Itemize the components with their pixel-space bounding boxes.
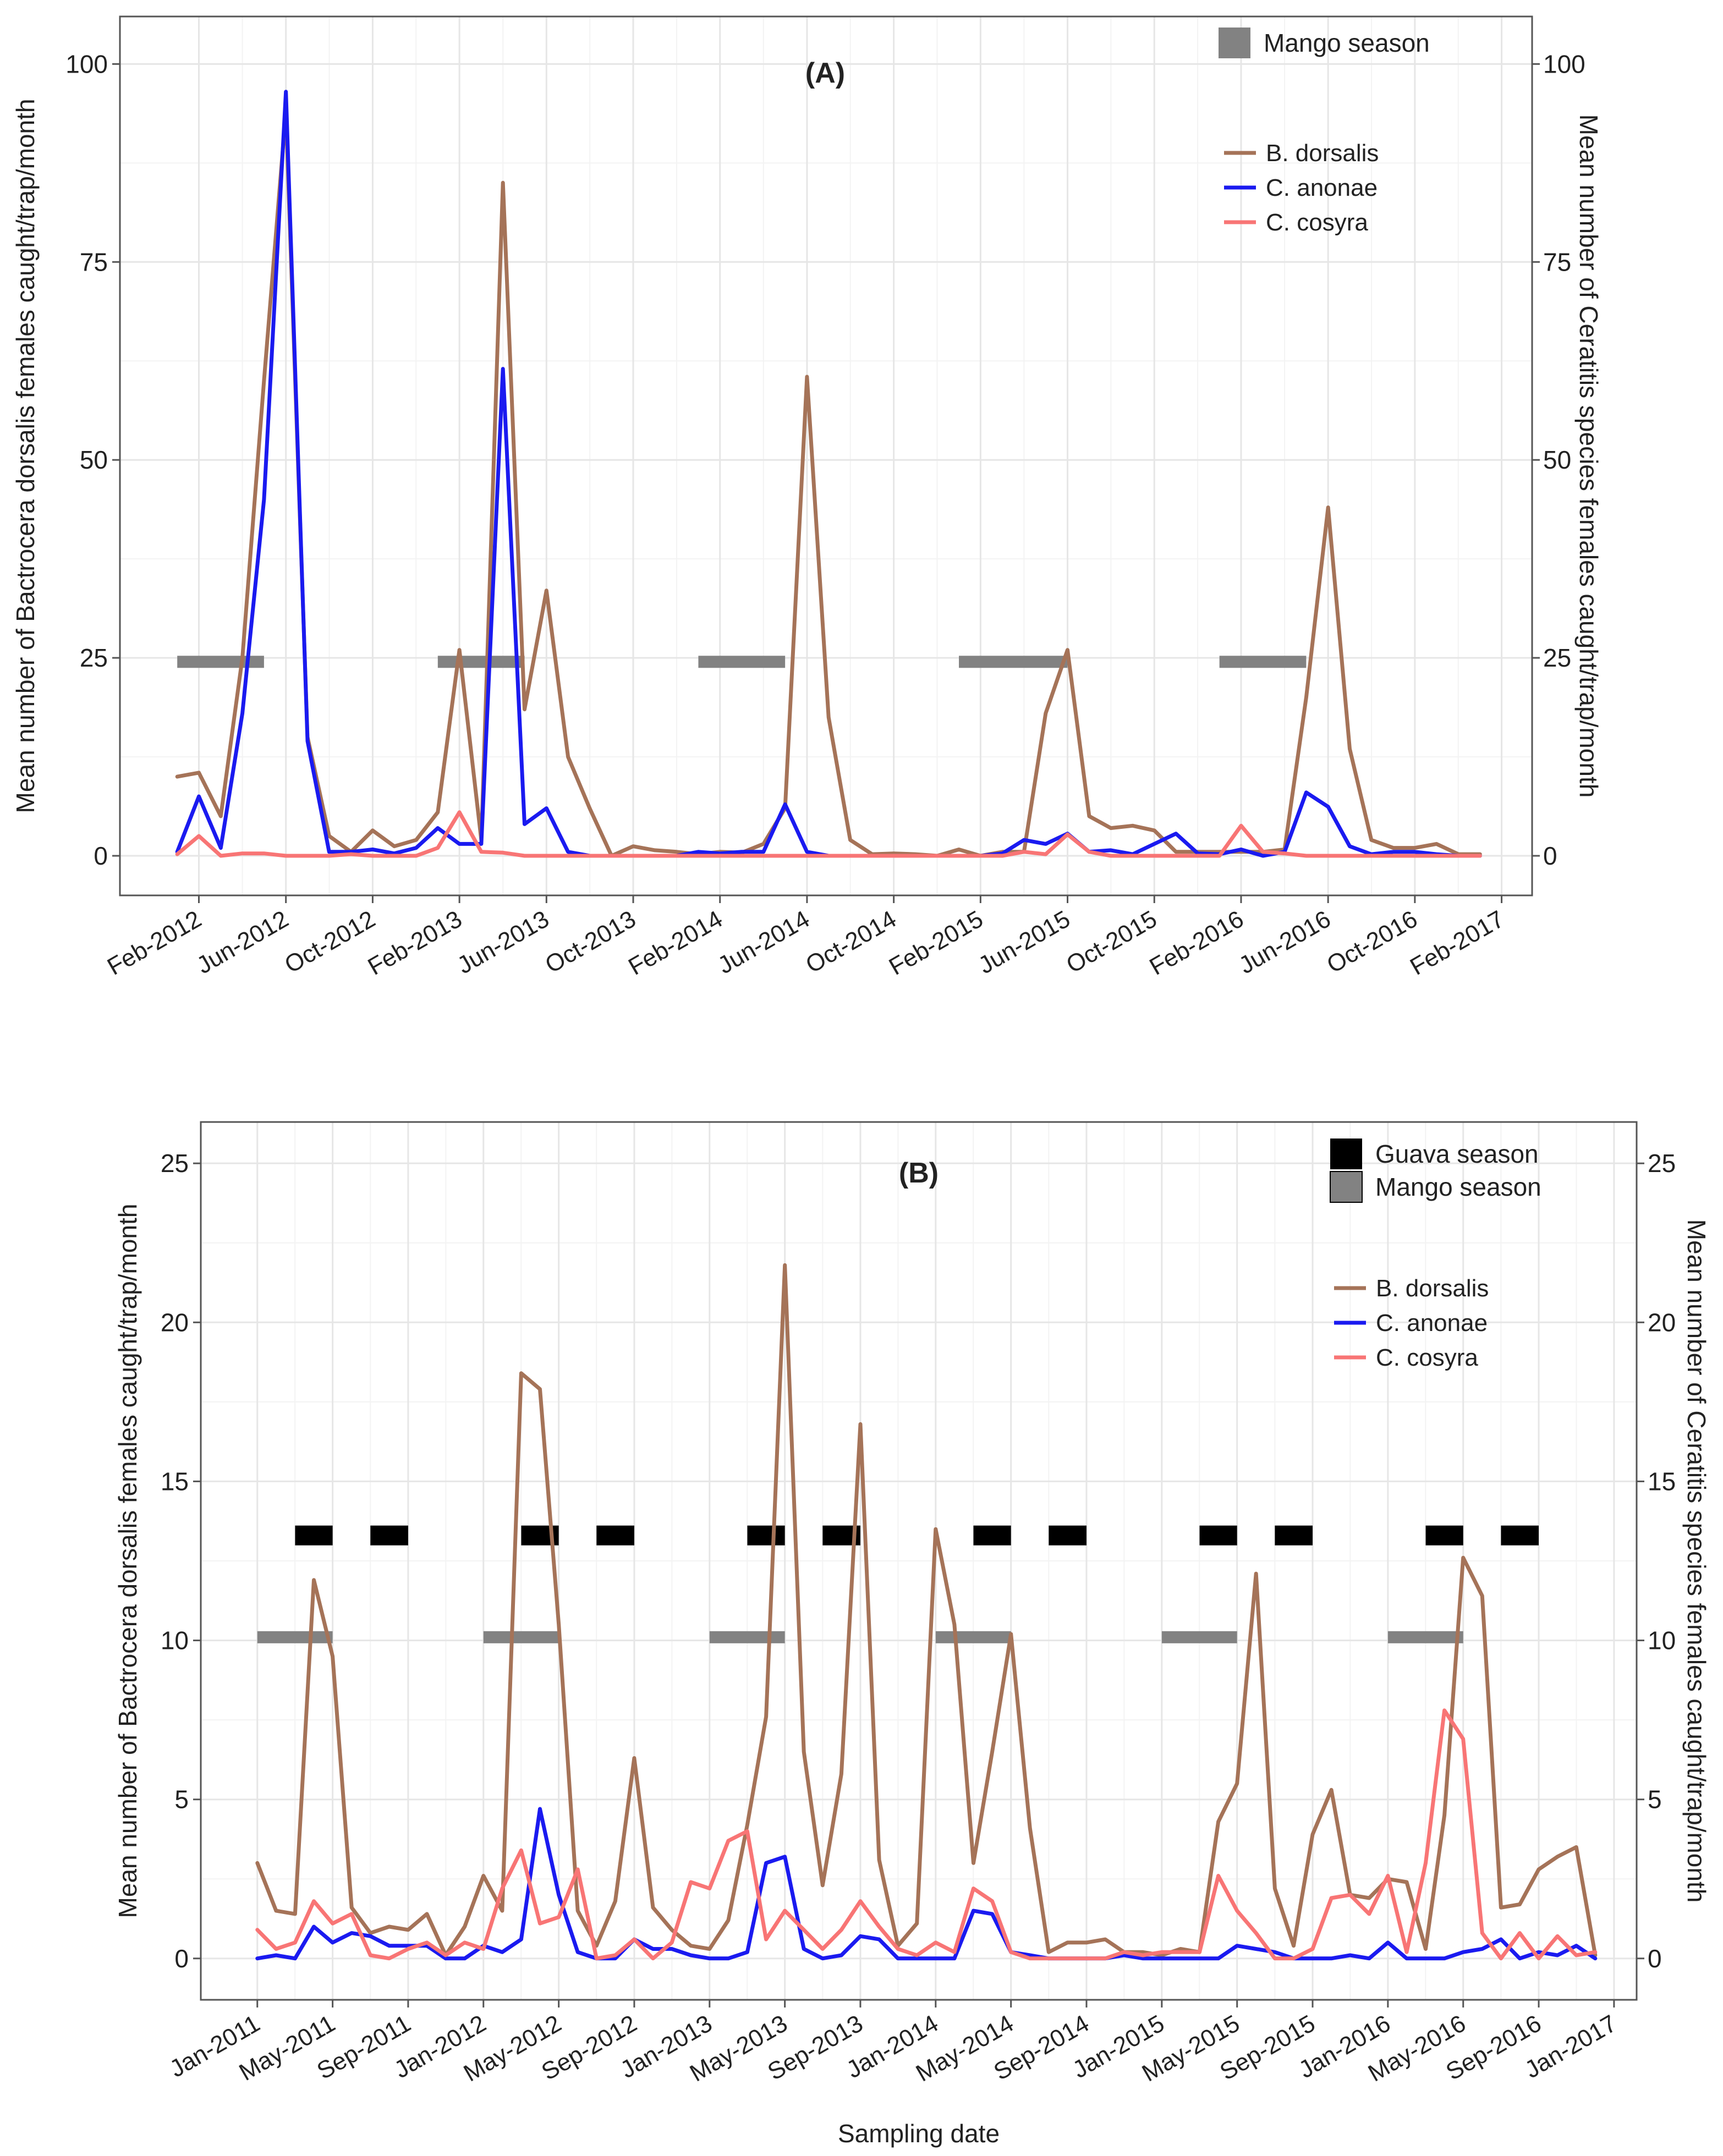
- panel-a-y-tick-label-left: 75: [80, 248, 108, 276]
- panel-b-mango-season-bar-1: [483, 1631, 559, 1643]
- panel-a-label: (A): [805, 57, 845, 89]
- panel-b-guava-season-bar-13: [1049, 1525, 1087, 1546]
- panel-a-y-tick-label-right: 25: [1543, 644, 1571, 672]
- panel-b-y-tick-label-left: 0: [174, 1944, 189, 1973]
- panel-a-y-tick-label-right: 0: [1543, 842, 1557, 870]
- panel-b-legend-mango-key: [1330, 1171, 1363, 1203]
- panel-b-mango-season-bar-2: [709, 1631, 785, 1643]
- panel-a-mango-season-bar-3: [959, 656, 1068, 668]
- panel-b-guava-season-bar-10: [747, 1525, 785, 1546]
- panel-b-y-tick-label-right: 5: [1648, 1785, 1662, 1814]
- panel-b-y-tick-label-left: 15: [161, 1467, 189, 1495]
- panel-b-legend-guava-key: [1330, 1138, 1362, 1169]
- panel-a-series-legend: B. dorsalis C. anonae C. cosyra: [1224, 140, 1379, 236]
- panel-b-mango-season-bar-0: [257, 1631, 333, 1643]
- panel-b-y-tick-label-left: 5: [174, 1785, 189, 1814]
- panel-a-y-tick-label-left: 100: [65, 50, 108, 78]
- panel-a-y-tick-label-left: 50: [80, 446, 108, 474]
- panel-b-guava-season-bar-7: [370, 1525, 408, 1546]
- panel-a-legend-label-b-dorsalis: B. dorsalis: [1266, 140, 1379, 167]
- panel-a-series-line-c-cosyra: [175, 810, 1482, 858]
- panel-b-label: (B): [899, 1157, 939, 1189]
- panel-b-legend-label-c-cosyra: C. cosyra: [1376, 1344, 1478, 1371]
- panel-b-mango-season-bar-4: [1161, 1631, 1237, 1643]
- panel-b-y-tick-label-left: 20: [161, 1308, 189, 1336]
- panel-a-legend-label-c-cosyra: C. cosyra: [1266, 209, 1368, 236]
- panel-b-y-axis-title-right: Mean number of Ceratitis species females…: [1682, 1219, 1711, 1903]
- panel-b-guava-season-bar-16: [1425, 1525, 1463, 1546]
- panel-b-mango-season-bar-3: [935, 1631, 1011, 1643]
- panel-a-y-axis-title-left: Mean number of Bactrocera dorsalis femal…: [11, 99, 40, 813]
- panel-a-y-tick-label-right: 100: [1543, 50, 1585, 78]
- panel-b-legend-guava-label: Guava season: [1375, 1140, 1539, 1168]
- panel-b-legend-mango-label: Mango season: [1375, 1173, 1541, 1201]
- panel-a-y-axis-title-right: Mean number of Ceratitis species females…: [1574, 114, 1603, 798]
- panel-b-guava-season-bar-14: [1199, 1525, 1237, 1546]
- panel-a-y-tick-label-right: 75: [1543, 248, 1571, 276]
- panel-a-y-tick-label-left: 0: [94, 842, 108, 870]
- panel-b-guava-season-bar-12: [973, 1525, 1011, 1546]
- panel-a-mango-season-bar-2: [698, 656, 786, 668]
- panel-a-mango-season-bar-0: [177, 656, 264, 668]
- panel-b-plot-border: [200, 1121, 1638, 2001]
- panel-b-y-axis-title-left: Mean number of Bactrocera dorsalis femal…: [113, 1204, 142, 1918]
- panel-b-mango-season-bar-5: [1387, 1631, 1463, 1643]
- panel-a-y-tick-label-right: 50: [1543, 446, 1571, 474]
- panel-b-y-tick-label-right: 20: [1648, 1308, 1676, 1336]
- panel-a-mango-season-bar-4: [1219, 656, 1307, 668]
- panel-a-mango-season-bar-1: [437, 656, 525, 668]
- panel-b-series-legend: B. dorsalis C. anonae C. cosyra: [1334, 1275, 1489, 1371]
- panel-b-y-tick-label-right: 10: [1648, 1626, 1676, 1655]
- panel-b-y-tick-label-left: 25: [161, 1149, 189, 1178]
- panel-b-y-tick-label-right: 25: [1648, 1149, 1676, 1178]
- panel-a-legend-mango-key: [1219, 28, 1250, 58]
- panel-b-y-tick-label-right: 15: [1648, 1467, 1676, 1495]
- panel-b-x-axis-title: Sampling date: [838, 2119, 1000, 2148]
- panel-a-chart: Feb-2012Jun-2012Oct-2012Feb-2013Jun-2013…: [11, 15, 1603, 981]
- panel-b-legend-label-c-anonae: C. anonae: [1376, 1310, 1488, 1336]
- panel-b-series-line-b-dorsalis: [255, 1263, 1598, 1957]
- panel-a-legend-label-c-anonae: C. anonae: [1266, 174, 1378, 201]
- panel-b-guava-season-bar-9: [596, 1525, 634, 1546]
- panel-b-guava-season-bar-6: [295, 1525, 333, 1546]
- panel-b-y-tick-label-left: 10: [161, 1626, 189, 1655]
- panel-a-y-tick-label-left: 25: [80, 644, 108, 672]
- panel-a-legend-mango-label: Mango season: [1264, 29, 1430, 57]
- panel-b-legend-label-b-dorsalis: B. dorsalis: [1376, 1275, 1489, 1302]
- panel-b-guava-season-bar-15: [1275, 1525, 1313, 1546]
- panel-b-series-line-c-cosyra: [255, 1708, 1598, 1961]
- panel-a-plot-border: [119, 15, 1533, 897]
- panel-a-season-legend: Mango season: [1219, 28, 1430, 58]
- panel-b-guava-season-bar-17: [1501, 1525, 1539, 1546]
- panel-b-chart: Jan-2011May-2011Sep-2011Jan-2012May-2012…: [113, 1121, 1711, 2148]
- panel-b-season-legend: Guava season Mango season: [1330, 1138, 1541, 1203]
- panel-b-y-tick-label-right: 0: [1648, 1944, 1662, 1973]
